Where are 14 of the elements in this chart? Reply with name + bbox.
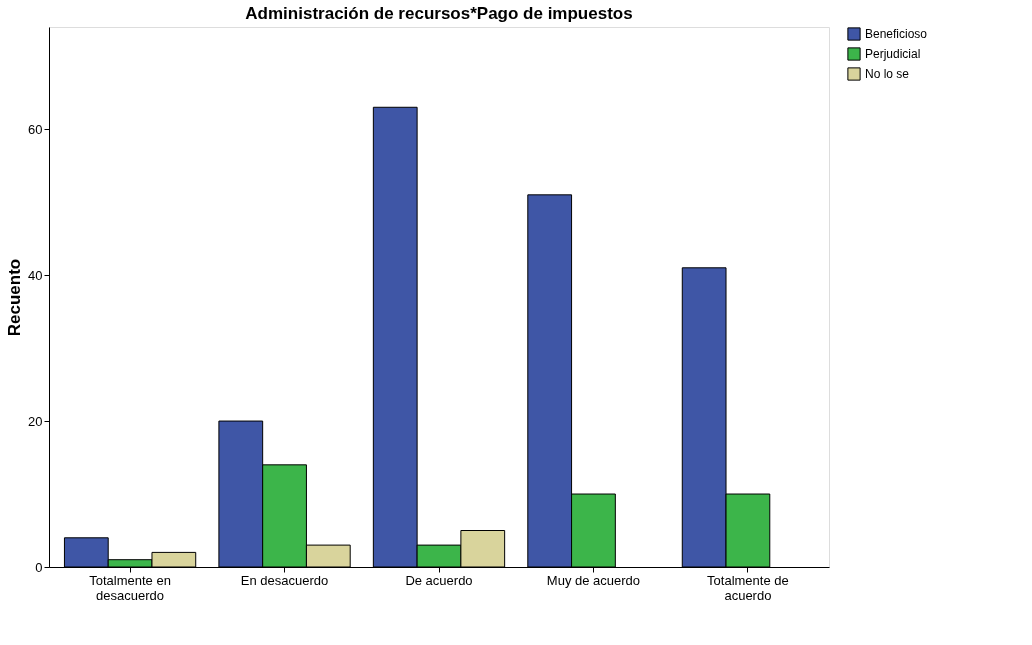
legend-label: Beneficioso [865, 27, 928, 41]
y-tick-label: 0 [35, 559, 43, 575]
x-tick-label: En desacuerdo [240, 572, 329, 588]
legend-label: Perjudicial [865, 47, 921, 61]
x-tick-label: Muy de acuerdo [546, 572, 641, 588]
y-tick-label: 20 [28, 413, 43, 429]
y-axis-title: Recuento [5, 258, 25, 337]
x-tick-label: Totalmente de acuerdo [707, 572, 789, 603]
x-tick-label: De acuerdo [405, 572, 473, 588]
chart-title: Administración de recursos*Pago de impuestos [245, 4, 633, 23]
y-tick-label: 60 [28, 121, 43, 137]
legend-label: No lo se [865, 67, 910, 81]
x-tick-label: Totalmente en desacuerdo [89, 572, 171, 603]
y-tick-label: 40 [28, 267, 43, 283]
